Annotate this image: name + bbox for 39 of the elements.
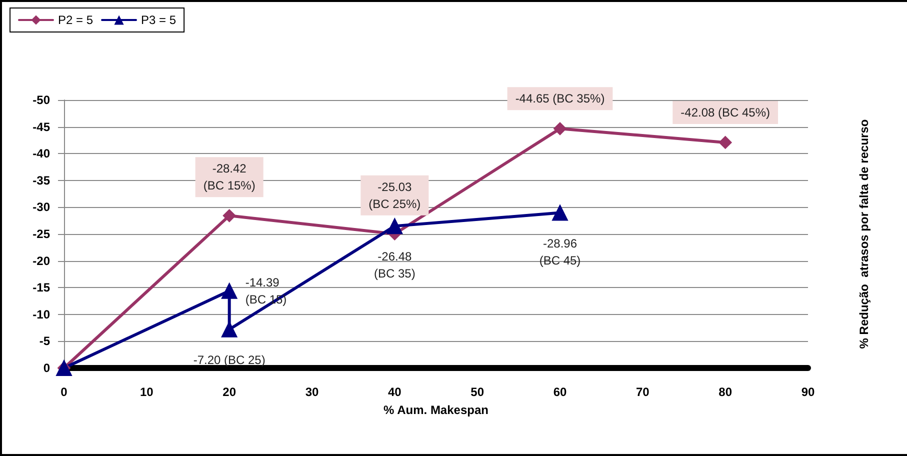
data-label: -44.65 (BC 35%) (515, 92, 605, 106)
y-tick-label: -25 (32, 227, 50, 241)
data-label: -28.96 (BC 45) (539, 236, 581, 268)
x-tick-label: 30 (305, 385, 319, 399)
data-label: -25.03 (BC 25%) (368, 180, 421, 211)
y-tick-label: -10 (32, 307, 50, 322)
x-tick-label: 70 (636, 385, 650, 399)
legend-label: P3 = 5 (141, 13, 176, 27)
x-tick-label: 0 (60, 385, 68, 399)
point (554, 122, 566, 136)
point (222, 209, 236, 222)
x-tick-label: 80 (718, 385, 732, 399)
y-axis-title: % Redução atrasos por falta de recurso (857, 119, 871, 349)
point (552, 204, 568, 221)
y-tick-label: -30 (32, 200, 50, 214)
x-tick-label: 60 (553, 385, 567, 399)
x-tick-label: 40 (388, 385, 402, 399)
y-tick-label: -5 (39, 334, 50, 348)
point (718, 136, 732, 149)
point (221, 321, 238, 338)
y-tick-label: -15 (32, 280, 50, 295)
data-label: -7.20 (BC 25) (193, 352, 266, 367)
x-tick-label: 50 (470, 385, 484, 399)
legend-label: P2 = 5 (58, 13, 94, 27)
data-label: -28.42 (BC 15%) (203, 162, 256, 193)
x-tick-label: 10 (140, 385, 154, 399)
point (386, 218, 403, 234)
y-tick-label: -45 (32, 120, 50, 134)
point (221, 282, 238, 299)
y-tick-label: -40 (32, 146, 50, 161)
y-tick-label: -20 (32, 254, 50, 268)
data-label: -26.48 (BC 35) (374, 250, 416, 281)
data-label: -42.08 (BC 45%) (680, 105, 770, 120)
y-tick-label: -35 (32, 173, 50, 188)
y-tick-label: -50 (32, 93, 50, 107)
x-axis-title: % Aum. Makespan (384, 403, 488, 417)
x-tick-label: 20 (222, 385, 236, 399)
y-tick-label: 0 (43, 361, 50, 375)
x-tick-label: 90 (801, 385, 815, 399)
